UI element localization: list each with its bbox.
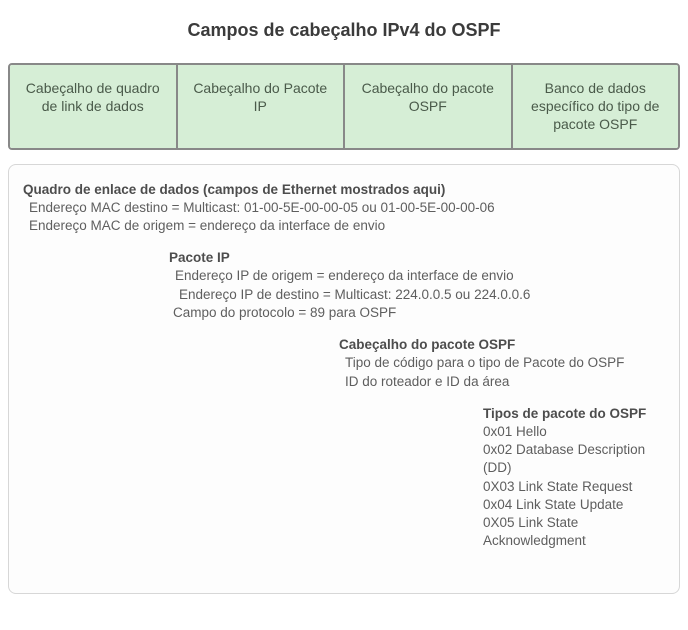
header-row: Cabeçalho de quadro de link de dados Cab… (8, 63, 680, 150)
section-ospf-header-line: Tipo de código para o tipo de Pacote do … (339, 354, 665, 372)
section-ospf-types-line: 0X03 Link State Request (483, 478, 665, 496)
section-ip-line: Endereço IP de destino = Multicast: 224.… (169, 286, 665, 304)
section-ospf-types-line: 0X05 Link State Acknowledgment (483, 514, 665, 550)
section-ospf-header-line: ID do roteador e ID da área (339, 373, 665, 391)
section-ospf-types-line: 0x04 Link State Update (483, 496, 665, 514)
section-ospf-types-line: 0x02 Database Description (DD) (483, 441, 665, 477)
section-frame-line: Endereço MAC de origem = endereço da int… (23, 217, 665, 235)
section-frame-line: Endereço MAC destino = Multicast: 01-00-… (23, 199, 665, 217)
header-cell-ospf-header: Cabeçalho do pacote OSPF (345, 65, 513, 148)
section-ospf-types: Tipos de pacote do OSPF 0x01 Hello 0x02 … (483, 405, 665, 551)
body-panel: Quadro de enlace de dados (campos de Eth… (8, 164, 680, 594)
page-title: Campos de cabeçalho IPv4 do OSPF (8, 20, 680, 41)
section-ospf-types-line: 0x01 Hello (483, 423, 665, 441)
section-ip-line: Campo do protocolo = 89 para OSPF (169, 304, 665, 322)
section-ip: Pacote IP Endereço IP de origem = endere… (169, 249, 665, 322)
section-ospf-header-title: Cabeçalho do pacote OSPF (339, 336, 665, 354)
section-frame-title: Quadro de enlace de dados (campos de Eth… (23, 181, 665, 199)
header-cell-frame: Cabeçalho de quadro de link de dados (10, 65, 178, 148)
section-ospf-header: Cabeçalho do pacote OSPF Tipo de código … (339, 336, 665, 391)
section-ospf-types-title: Tipos de pacote do OSPF (483, 405, 665, 423)
header-cell-ospf-db: Banco de dados específico do tipo de pac… (513, 65, 679, 148)
section-ip-title: Pacote IP (169, 249, 665, 267)
header-cell-ip: Cabeçalho do Pacote IP (178, 65, 346, 148)
section-ip-line: Endereço IP de origem = endereço da inte… (169, 267, 665, 285)
section-frame: Quadro de enlace de dados (campos de Eth… (23, 181, 665, 236)
